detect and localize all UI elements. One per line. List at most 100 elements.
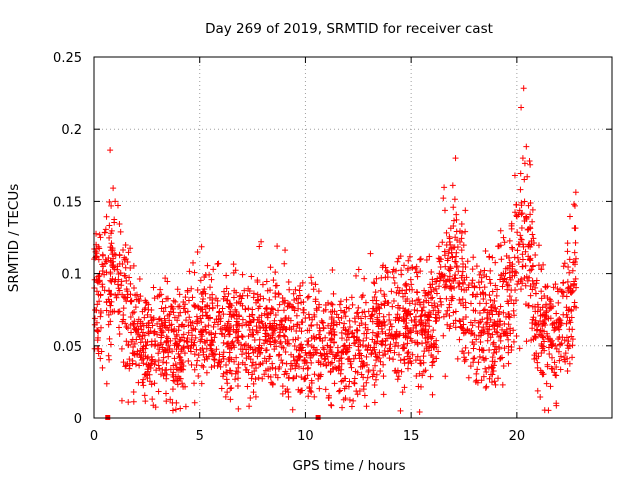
data-point (224, 297, 231, 304)
data-point (486, 375, 493, 382)
data-point (480, 296, 487, 303)
data-point (169, 371, 176, 378)
data-point (371, 280, 378, 287)
data-point (119, 291, 126, 298)
data-point (134, 320, 141, 327)
data-point (296, 363, 303, 370)
data-point (330, 290, 337, 297)
data-point (235, 361, 242, 368)
data-point (385, 332, 392, 339)
data-point (308, 279, 315, 286)
data-point (453, 211, 460, 218)
data-point (540, 261, 547, 268)
data-point (557, 286, 564, 293)
data-point (386, 355, 393, 362)
data-point (471, 282, 478, 289)
data-point (97, 291, 104, 298)
data-point (430, 344, 437, 351)
data-point (97, 234, 104, 241)
data-point (285, 315, 292, 322)
data-point (224, 380, 231, 387)
data-point (380, 319, 387, 326)
data-point (431, 300, 438, 307)
data-point (93, 288, 100, 295)
data-point (405, 359, 412, 366)
data-point (103, 380, 110, 387)
data-point (260, 324, 267, 331)
data-point (187, 348, 194, 355)
data-point (116, 331, 123, 338)
data-point (491, 358, 498, 365)
data-point (114, 266, 121, 273)
data-point (497, 242, 504, 249)
data-point (200, 288, 207, 295)
data-point (229, 338, 236, 345)
data-point (429, 354, 436, 361)
data-point (329, 301, 336, 308)
data-point (435, 348, 442, 355)
data-point (209, 351, 216, 358)
data-point (520, 85, 527, 92)
data-point (201, 274, 208, 281)
data-point (162, 275, 169, 282)
data-point (291, 343, 298, 350)
data-point (519, 263, 526, 270)
data-point (302, 315, 309, 322)
data-point (503, 313, 510, 320)
data-point (97, 355, 104, 362)
data-point (518, 236, 525, 243)
data-point (162, 304, 169, 311)
data-point (280, 332, 287, 339)
data-point (519, 256, 526, 263)
data-point (278, 344, 285, 351)
data-point (543, 380, 550, 387)
data-point (529, 206, 536, 213)
data-point (353, 337, 360, 344)
data-point (163, 295, 170, 302)
data-point (368, 312, 375, 319)
data-point (115, 276, 122, 283)
data-point (437, 295, 444, 302)
data-point (155, 357, 162, 364)
data-point (390, 297, 397, 304)
data-point (521, 198, 528, 205)
data-point (239, 359, 246, 366)
data-point (103, 307, 110, 314)
data-point (333, 311, 340, 318)
data-point (182, 403, 189, 410)
data-point (247, 344, 254, 351)
data-point (404, 350, 411, 357)
data-point (397, 253, 404, 260)
data-point (417, 313, 424, 320)
data-point (137, 339, 144, 346)
data-point (521, 176, 528, 183)
data-point (446, 273, 453, 280)
data-point (293, 360, 300, 367)
data-point (375, 330, 382, 337)
data-point (312, 298, 319, 305)
plot-frame (93, 56, 613, 419)
data-point (541, 293, 548, 300)
data-point (437, 274, 444, 281)
data-point (405, 349, 412, 356)
data-point (352, 318, 359, 325)
data-point (127, 280, 134, 287)
data-point (484, 330, 491, 337)
data-point (121, 272, 128, 279)
data-point (500, 309, 507, 316)
data-point (155, 388, 162, 395)
data-point (362, 299, 369, 306)
data-point (478, 377, 485, 384)
data-point (211, 356, 218, 363)
data-point (228, 302, 235, 309)
data-point (276, 329, 283, 336)
data-point (335, 367, 342, 374)
data-point (279, 383, 286, 390)
data-point (107, 270, 114, 277)
data-point (155, 316, 162, 323)
data-point (329, 365, 336, 372)
data-point (528, 266, 535, 273)
data-point (458, 220, 465, 227)
data-point (462, 207, 469, 214)
data-point (509, 246, 516, 253)
